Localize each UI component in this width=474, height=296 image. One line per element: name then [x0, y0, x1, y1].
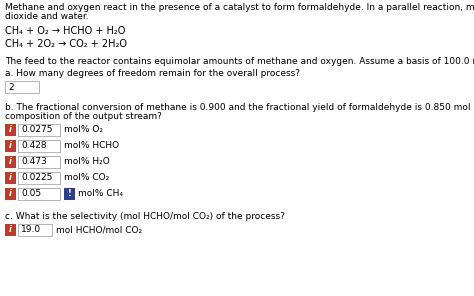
Text: i: i: [9, 157, 12, 166]
Text: Methane and oxygen react in the presence of a catalyst to form formaldehyde. In : Methane and oxygen react in the presence…: [5, 3, 474, 12]
Text: CH₄ + O₂ → HCHO + H₂O: CH₄ + O₂ → HCHO + H₂O: [5, 26, 126, 36]
Text: composition of the output stream?: composition of the output stream?: [5, 112, 162, 121]
Text: mol% CO₂: mol% CO₂: [64, 173, 109, 183]
FancyBboxPatch shape: [18, 172, 60, 184]
FancyBboxPatch shape: [5, 140, 16, 152]
FancyBboxPatch shape: [18, 156, 60, 168]
Text: 0.0275: 0.0275: [21, 126, 53, 134]
FancyBboxPatch shape: [18, 124, 60, 136]
Text: The feed to the reactor contains equimolar amounts of methane and oxygen. Assume: The feed to the reactor contains equimol…: [5, 57, 474, 66]
Text: mol% O₂: mol% O₂: [64, 126, 103, 134]
Text: 0.05: 0.05: [21, 189, 41, 199]
FancyBboxPatch shape: [5, 156, 16, 168]
Text: i: i: [9, 141, 12, 150]
Text: c. What is the selectivity (mol HCHO/mol CO₂) of the process?: c. What is the selectivity (mol HCHO/mol…: [5, 212, 285, 221]
Text: b. The fractional conversion of methane is 0.900 and the fractional yield of for: b. The fractional conversion of methane …: [5, 103, 474, 112]
Text: mol% H₂O: mol% H₂O: [64, 157, 110, 166]
FancyBboxPatch shape: [18, 188, 60, 200]
FancyBboxPatch shape: [18, 140, 60, 152]
FancyBboxPatch shape: [5, 124, 16, 136]
Text: mol% CH₄: mol% CH₄: [78, 189, 123, 199]
Text: 0.428: 0.428: [21, 141, 46, 150]
FancyBboxPatch shape: [5, 81, 39, 93]
Text: mol HCHO/mol CO₂: mol HCHO/mol CO₂: [56, 226, 142, 234]
Text: dioxide and water.: dioxide and water.: [5, 12, 89, 21]
FancyBboxPatch shape: [18, 224, 52, 236]
FancyBboxPatch shape: [5, 172, 16, 184]
Text: CH₄ + 2O₂ → CO₂ + 2H₂O: CH₄ + 2O₂ → CO₂ + 2H₂O: [5, 39, 127, 49]
FancyBboxPatch shape: [5, 224, 16, 236]
Text: a. How many degrees of freedom remain for the overall process?: a. How many degrees of freedom remain fo…: [5, 69, 300, 78]
Text: i: i: [9, 189, 12, 199]
Text: 0.473: 0.473: [21, 157, 47, 166]
Text: i: i: [9, 126, 12, 134]
Text: 2: 2: [8, 83, 14, 91]
Text: 0.0225: 0.0225: [21, 173, 52, 183]
Text: mol% HCHO: mol% HCHO: [64, 141, 119, 150]
FancyBboxPatch shape: [64, 188, 75, 200]
Text: 19.0: 19.0: [21, 226, 41, 234]
Text: i: i: [9, 173, 12, 183]
Text: i: i: [9, 226, 12, 234]
Text: !: !: [68, 189, 72, 199]
FancyBboxPatch shape: [5, 188, 16, 200]
